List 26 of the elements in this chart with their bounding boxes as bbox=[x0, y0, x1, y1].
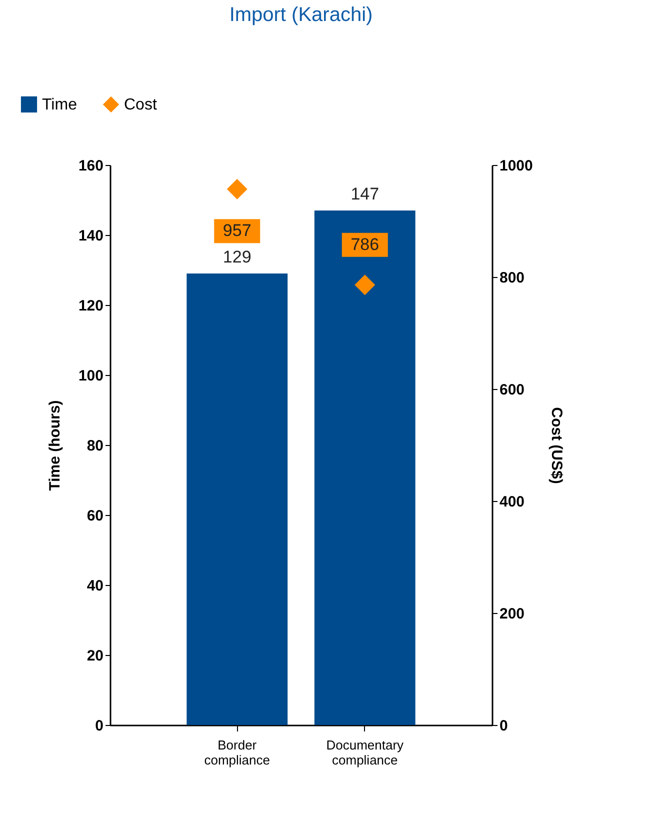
data-label: 957 bbox=[222, 221, 252, 240]
y2-tick-label: 200 bbox=[500, 606, 525, 622]
y2-tick-label: 400 bbox=[500, 494, 525, 510]
data-label: 786 bbox=[350, 234, 380, 254]
chart-title: Import (Karachi) bbox=[229, 4, 373, 26]
y-tick-label: 140 bbox=[78, 228, 104, 244]
x-tick-label: Border compliance bbox=[204, 738, 270, 768]
y2-tick-label: 600 bbox=[500, 382, 525, 398]
data-label: 147 bbox=[350, 184, 380, 204]
y2-tick-label: 1000 bbox=[500, 158, 533, 174]
y-tick-label: 40 bbox=[86, 578, 104, 594]
y-tick-label: 20 bbox=[86, 648, 104, 664]
y2-tick-label: 0 bbox=[500, 718, 508, 734]
legend-label: Cost bbox=[124, 96, 158, 114]
data-label: 129 bbox=[222, 248, 252, 266]
y-axis-title: Time (hours) bbox=[46, 400, 64, 491]
y-tick-label: 80 bbox=[86, 438, 104, 454]
legend-label: Time bbox=[42, 96, 78, 114]
y2-axis-title: Cost (US$) bbox=[548, 407, 565, 484]
y-tick-label: 120 bbox=[78, 298, 104, 314]
x-tick-label: Documentary compliance bbox=[326, 738, 404, 768]
y-tick-label: 100 bbox=[78, 368, 104, 384]
y-tick-label: 0 bbox=[95, 718, 104, 734]
y-tick-label: 160 bbox=[78, 158, 104, 174]
y2-tick-label: 800 bbox=[500, 270, 525, 286]
y-tick-label: 60 bbox=[86, 508, 104, 524]
